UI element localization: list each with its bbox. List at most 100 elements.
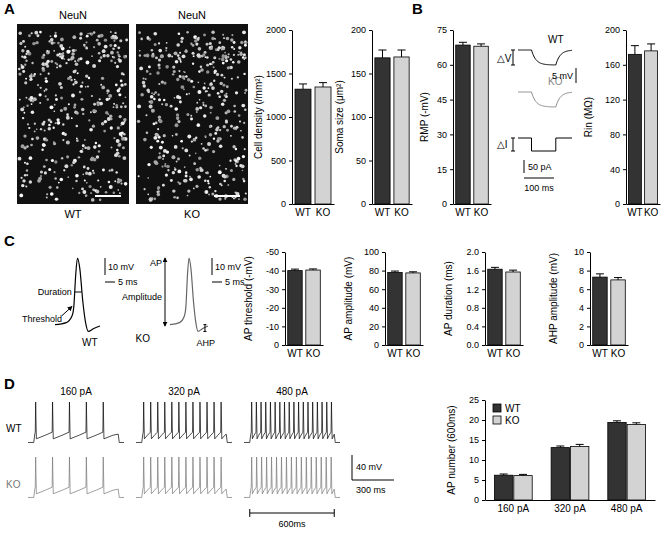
cell xyxy=(243,58,245,60)
cell xyxy=(93,145,97,149)
cell xyxy=(160,56,162,58)
cell xyxy=(224,94,226,96)
tick-label: 2.0 xyxy=(466,247,479,257)
cell xyxy=(232,61,235,64)
tick-label: 0 xyxy=(361,199,366,209)
bracket xyxy=(511,65,515,66)
cell xyxy=(62,139,64,141)
y-tick: 15 xyxy=(437,165,453,175)
cell xyxy=(197,175,201,179)
image-title: NeuN xyxy=(178,9,206,21)
cell xyxy=(162,184,165,187)
cell xyxy=(221,58,225,62)
cell xyxy=(216,73,219,76)
cell xyxy=(121,137,125,141)
cell xyxy=(76,111,79,114)
cell xyxy=(30,78,33,81)
cell xyxy=(229,160,231,162)
cell xyxy=(242,155,245,158)
cell xyxy=(31,73,33,75)
cell xyxy=(116,139,120,143)
tick-mark xyxy=(482,400,485,401)
cell xyxy=(79,91,82,94)
axis-title: Soma size (μm²) xyxy=(334,80,345,154)
cell xyxy=(183,78,185,80)
tick-mark xyxy=(382,326,385,327)
bar xyxy=(627,424,645,500)
annotation: Threshold xyxy=(22,314,62,324)
cell xyxy=(112,47,115,50)
action-potential-traces: DurationThresholdWT10 mV5 msAPAmplitudeA… xyxy=(22,258,245,348)
axis-line xyxy=(590,253,591,346)
cell xyxy=(185,49,187,51)
cell xyxy=(53,50,55,52)
cell xyxy=(66,113,69,116)
cell xyxy=(225,120,228,123)
tick-label: 75 xyxy=(437,25,447,35)
cell xyxy=(21,49,24,52)
cell xyxy=(197,123,201,127)
cell xyxy=(225,168,227,170)
cell xyxy=(117,46,120,49)
cell xyxy=(113,192,115,194)
cell xyxy=(163,134,166,137)
cell xyxy=(158,156,161,159)
cell xyxy=(214,70,217,73)
cell xyxy=(97,103,100,106)
cell xyxy=(81,108,85,112)
cell xyxy=(82,144,85,147)
cell xyxy=(165,103,168,106)
cell xyxy=(193,86,196,89)
tick-label: 4 xyxy=(579,303,584,313)
cell xyxy=(72,35,76,39)
cell xyxy=(149,105,153,109)
cell xyxy=(28,34,31,37)
cell xyxy=(43,165,46,168)
cell xyxy=(28,127,30,129)
error-bar xyxy=(500,474,508,475)
x-tick: KO xyxy=(406,348,421,359)
cell xyxy=(205,56,207,58)
cell xyxy=(34,31,38,35)
y-tick: 0 xyxy=(361,199,372,209)
y-tick: 2000 xyxy=(266,25,292,35)
cell xyxy=(109,44,112,47)
cell xyxy=(230,169,233,172)
cell xyxy=(214,190,216,192)
cell xyxy=(89,185,92,188)
error-bar xyxy=(613,421,621,423)
tick-mark xyxy=(282,271,285,272)
cell xyxy=(66,141,70,145)
cell xyxy=(220,74,223,77)
cell xyxy=(75,125,78,128)
cell xyxy=(97,42,101,46)
scale-bar xyxy=(524,160,525,173)
cell xyxy=(119,115,122,118)
cell xyxy=(96,190,100,194)
cell xyxy=(208,193,210,195)
y-axis: 050100150200 xyxy=(351,25,373,209)
bar xyxy=(645,51,658,204)
window-bar xyxy=(334,509,335,517)
x-tick: WT xyxy=(627,207,643,218)
tick-label: KO xyxy=(644,207,659,218)
cell xyxy=(55,122,57,124)
cell xyxy=(187,195,189,197)
tick-mark xyxy=(587,289,590,290)
tick-mark xyxy=(382,345,385,346)
y-tick: -10 xyxy=(266,322,285,332)
cell xyxy=(58,82,62,86)
annotation: △I xyxy=(497,139,507,150)
y-axis: 0-10-20-30-40-50 xyxy=(266,247,286,350)
cell xyxy=(54,177,57,180)
cell xyxy=(155,133,159,137)
cell xyxy=(209,46,213,50)
cell xyxy=(123,137,125,139)
axis-title: AP threshold (-mV) xyxy=(243,256,254,341)
cell xyxy=(151,49,154,52)
cell xyxy=(172,171,175,174)
cell xyxy=(74,104,77,107)
tick-mark xyxy=(587,252,590,253)
cell xyxy=(22,40,25,43)
cell xyxy=(209,106,212,109)
